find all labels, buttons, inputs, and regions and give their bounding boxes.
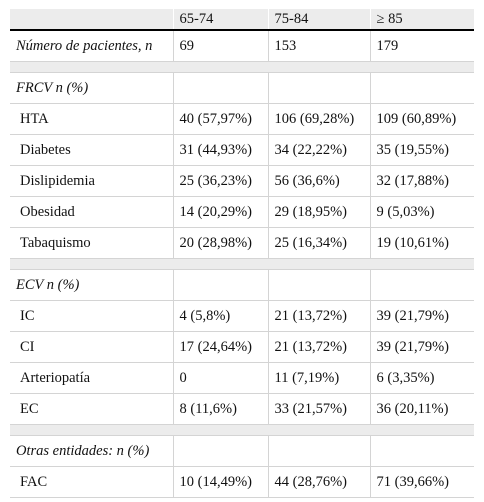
- cell-value: 34 (22,22%): [268, 134, 371, 166]
- cell-value: 39 (21,79%): [370, 300, 474, 332]
- header-age-85-plus: ≥ 85: [370, 9, 474, 31]
- table-row: CI 17 (24,64%) 21 (13,72%) 39 (21,79%): [10, 331, 474, 363]
- cell-value: 19 (10,61%): [370, 227, 474, 259]
- header-age-75-84: 75-84: [268, 9, 371, 31]
- cell-value: 14 (20,29%): [173, 196, 269, 228]
- cell-value: 29 (18,95%): [268, 196, 371, 228]
- table-row: Tabaquismo 20 (28,98%) 25 (16,34%) 19 (1…: [10, 227, 474, 259]
- section-header-row: ECV n (%): [10, 269, 474, 301]
- table-row: Diabetes 31 (44,93%) 34 (22,22%) 35 (19,…: [10, 134, 474, 166]
- row-label: Diabetes: [10, 134, 174, 166]
- row-label: Obesidad: [10, 196, 174, 228]
- section-title: Otras entidades: n (%): [10, 435, 174, 467]
- cell-value: 69: [173, 30, 269, 62]
- cell-value: 36 (20,11%): [370, 393, 474, 425]
- cell-value: 109 (60,89%): [370, 103, 474, 135]
- cell-value: 0: [173, 362, 269, 394]
- header-row: 65-74 75-84 ≥ 85: [10, 9, 474, 31]
- row-label: CI: [10, 331, 174, 363]
- table-row: IC 4 (5,8%) 21 (13,72%) 39 (21,79%): [10, 300, 474, 332]
- cell-value: 8 (11,6%): [173, 393, 269, 425]
- spacer-row: [10, 258, 474, 270]
- spacer-row: [10, 61, 474, 73]
- row-label: Tabaquismo: [10, 227, 174, 259]
- cell-value: 25 (16,34%): [268, 227, 371, 259]
- header-empty: [10, 9, 174, 31]
- cell-value: 33 (21,57%): [268, 393, 371, 425]
- cell-value: 6 (3,35%): [370, 362, 474, 394]
- cell-value: 4 (5,8%): [173, 300, 269, 332]
- cell-value: 25 (36,23%): [173, 165, 269, 197]
- patient-stats-table: 65-74 75-84 ≥ 85 Número de pacientes, n …: [10, 9, 474, 498]
- cell-value: 106 (69,28%): [268, 103, 371, 135]
- cell-value: 10 (14,49%): [173, 466, 269, 498]
- table-row: EC 8 (11,6%) 33 (21,57%) 36 (20,11%): [10, 393, 474, 425]
- cell-value: 44 (28,76%): [268, 466, 371, 498]
- table-row: HTA 40 (57,97%) 106 (69,28%) 109 (60,89%…: [10, 103, 474, 135]
- section-title: ECV n (%): [10, 269, 174, 301]
- cell-value: 39 (21,79%): [370, 331, 474, 363]
- row-label: HTA: [10, 103, 174, 135]
- table-row: Arteriopatía 0 11 (7,19%) 6 (3,35%): [10, 362, 474, 394]
- row-label: Número de pacientes, n: [10, 30, 174, 62]
- cell-value: 40 (57,97%): [173, 103, 269, 135]
- cell-value: 31 (44,93%): [173, 134, 269, 166]
- table-row: Dislipidemia 25 (36,23%) 56 (36,6%) 32 (…: [10, 165, 474, 197]
- patients-row: Número de pacientes, n 69 153 179: [10, 30, 474, 62]
- spacer-row: [10, 424, 474, 436]
- table-row: FAC 10 (14,49%) 44 (28,76%) 71 (39,66%): [10, 466, 474, 498]
- cell-value: 17 (24,64%): [173, 331, 269, 363]
- header-age-65-74: 65-74: [173, 9, 269, 31]
- cell-value: 21 (13,72%): [268, 331, 371, 363]
- cell-value: 153: [268, 30, 371, 62]
- section-header-row: FRCV n (%): [10, 72, 474, 104]
- row-label: Dislipidemia: [10, 165, 174, 197]
- cell-value: 11 (7,19%): [268, 362, 371, 394]
- cell-value: 20 (28,98%): [173, 227, 269, 259]
- cell-value: 32 (17,88%): [370, 165, 474, 197]
- cell-value: 56 (36,6%): [268, 165, 371, 197]
- table-row: Obesidad 14 (20,29%) 29 (18,95%) 9 (5,03…: [10, 196, 474, 228]
- cell-value: 71 (39,66%): [370, 466, 474, 498]
- section-header-row: Otras entidades: n (%): [10, 435, 474, 467]
- row-label: Arteriopatía: [10, 362, 174, 394]
- row-label: EC: [10, 393, 174, 425]
- cell-value: 35 (19,55%): [370, 134, 474, 166]
- cell-value: 21 (13,72%): [268, 300, 371, 332]
- row-label: IC: [10, 300, 174, 332]
- row-label: FAC: [10, 466, 174, 498]
- cell-value: 179: [370, 30, 474, 62]
- cell-value: 9 (5,03%): [370, 196, 474, 228]
- section-title: FRCV n (%): [10, 72, 174, 104]
